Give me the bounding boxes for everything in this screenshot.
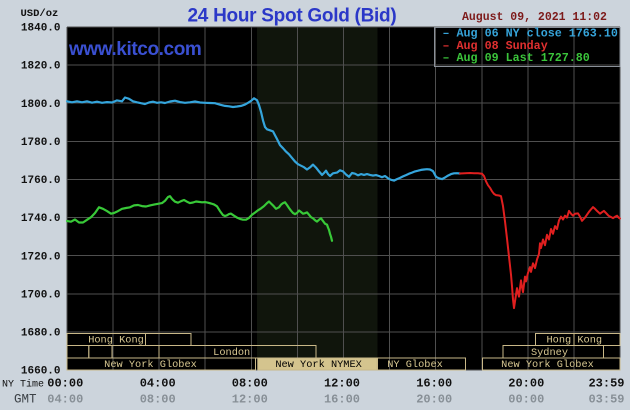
svg-text:1780.0: 1780.0 (21, 137, 61, 149)
svg-text:New York Globex: New York Globex (501, 359, 594, 371)
svg-text:08:00: 08:00 (232, 377, 268, 391)
svg-text:16:00: 16:00 (416, 377, 452, 391)
svg-text:London: London (213, 347, 250, 359)
svg-text:– Aug 08 Sunday: – Aug 08 Sunday (443, 39, 548, 53)
svg-text:08:00: 08:00 (140, 393, 176, 407)
svg-text:23:59: 23:59 (588, 377, 624, 391)
svg-text:1720.0: 1720.0 (21, 251, 61, 263)
svg-text:NY Time: NY Time (2, 379, 44, 391)
svg-text:04:00: 04:00 (140, 377, 176, 391)
svg-text:1740.0: 1740.0 (21, 213, 61, 225)
svg-text:12:00: 12:00 (232, 393, 268, 407)
svg-text:1700.0: 1700.0 (21, 289, 61, 301)
svg-text:1820.0: 1820.0 (21, 61, 61, 73)
svg-text:New York Globex: New York Globex (104, 359, 197, 371)
svg-text:03:59: 03:59 (588, 393, 624, 407)
svg-text:04:00: 04:00 (47, 393, 83, 407)
svg-text:New York NYMEX: New York NYMEX (275, 359, 362, 371)
svg-text:1680.0: 1680.0 (21, 328, 61, 340)
svg-text:20:00: 20:00 (416, 393, 452, 407)
svg-text:00:00: 00:00 (47, 377, 83, 391)
svg-text:– Aug 09 Last 1727.80: – Aug 09 Last 1727.80 (443, 51, 590, 65)
svg-text:1840.0: 1840.0 (21, 23, 61, 35)
svg-text:– Aug 06 NY close 1763.10: – Aug 06 NY close 1763.10 (443, 27, 618, 41)
svg-text:00:00: 00:00 (508, 393, 544, 407)
svg-text:NY Globex: NY Globex (387, 359, 443, 371)
svg-text:USD/oz: USD/oz (21, 8, 59, 20)
svg-text:16:00: 16:00 (324, 393, 360, 407)
svg-text:Hong Kong: Hong Kong (88, 335, 144, 347)
svg-text:www.kitco.com: www.kitco.com (68, 39, 201, 60)
svg-text:1760.0: 1760.0 (21, 175, 61, 187)
svg-text:24 Hour Spot Gold (Bid): 24 Hour Spot Gold (Bid) (188, 6, 397, 27)
svg-text:Sydney: Sydney (531, 347, 568, 359)
svg-text:20:00: 20:00 (508, 377, 544, 391)
svg-text:1660.0: 1660.0 (21, 366, 61, 378)
svg-text:August 09, 2021 11:02: August 09, 2021 11:02 (462, 11, 607, 24)
svg-text:1800.0: 1800.0 (21, 99, 61, 111)
svg-text:GMT: GMT (14, 393, 37, 407)
svg-text:12:00: 12:00 (324, 377, 360, 391)
